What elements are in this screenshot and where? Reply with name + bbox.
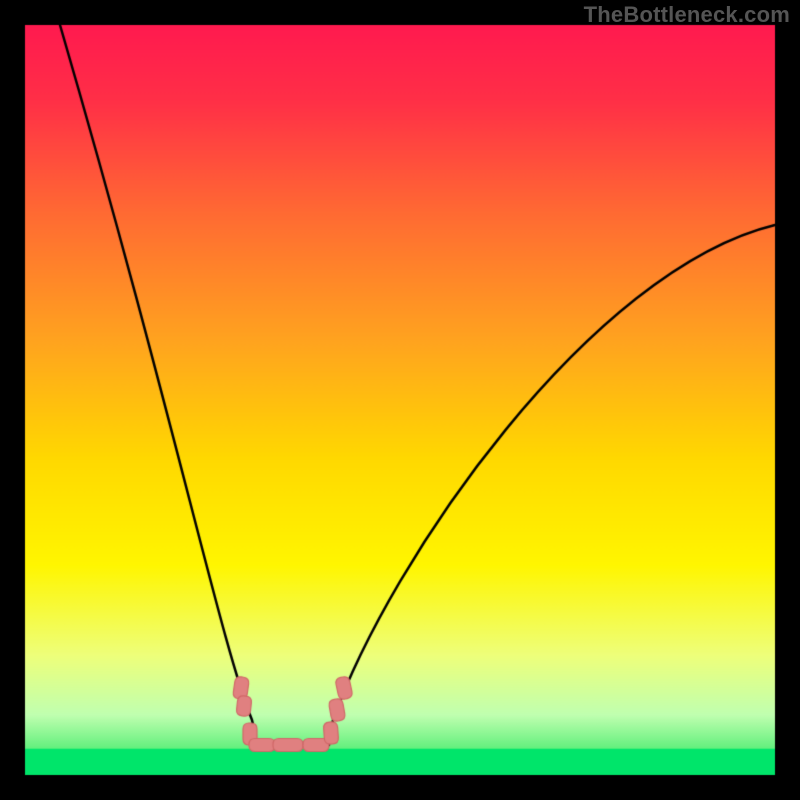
curve-layer (0, 0, 800, 800)
watermark-text: TheBottleneck.com (584, 2, 790, 28)
chart-root: TheBottleneck.com (0, 0, 800, 800)
